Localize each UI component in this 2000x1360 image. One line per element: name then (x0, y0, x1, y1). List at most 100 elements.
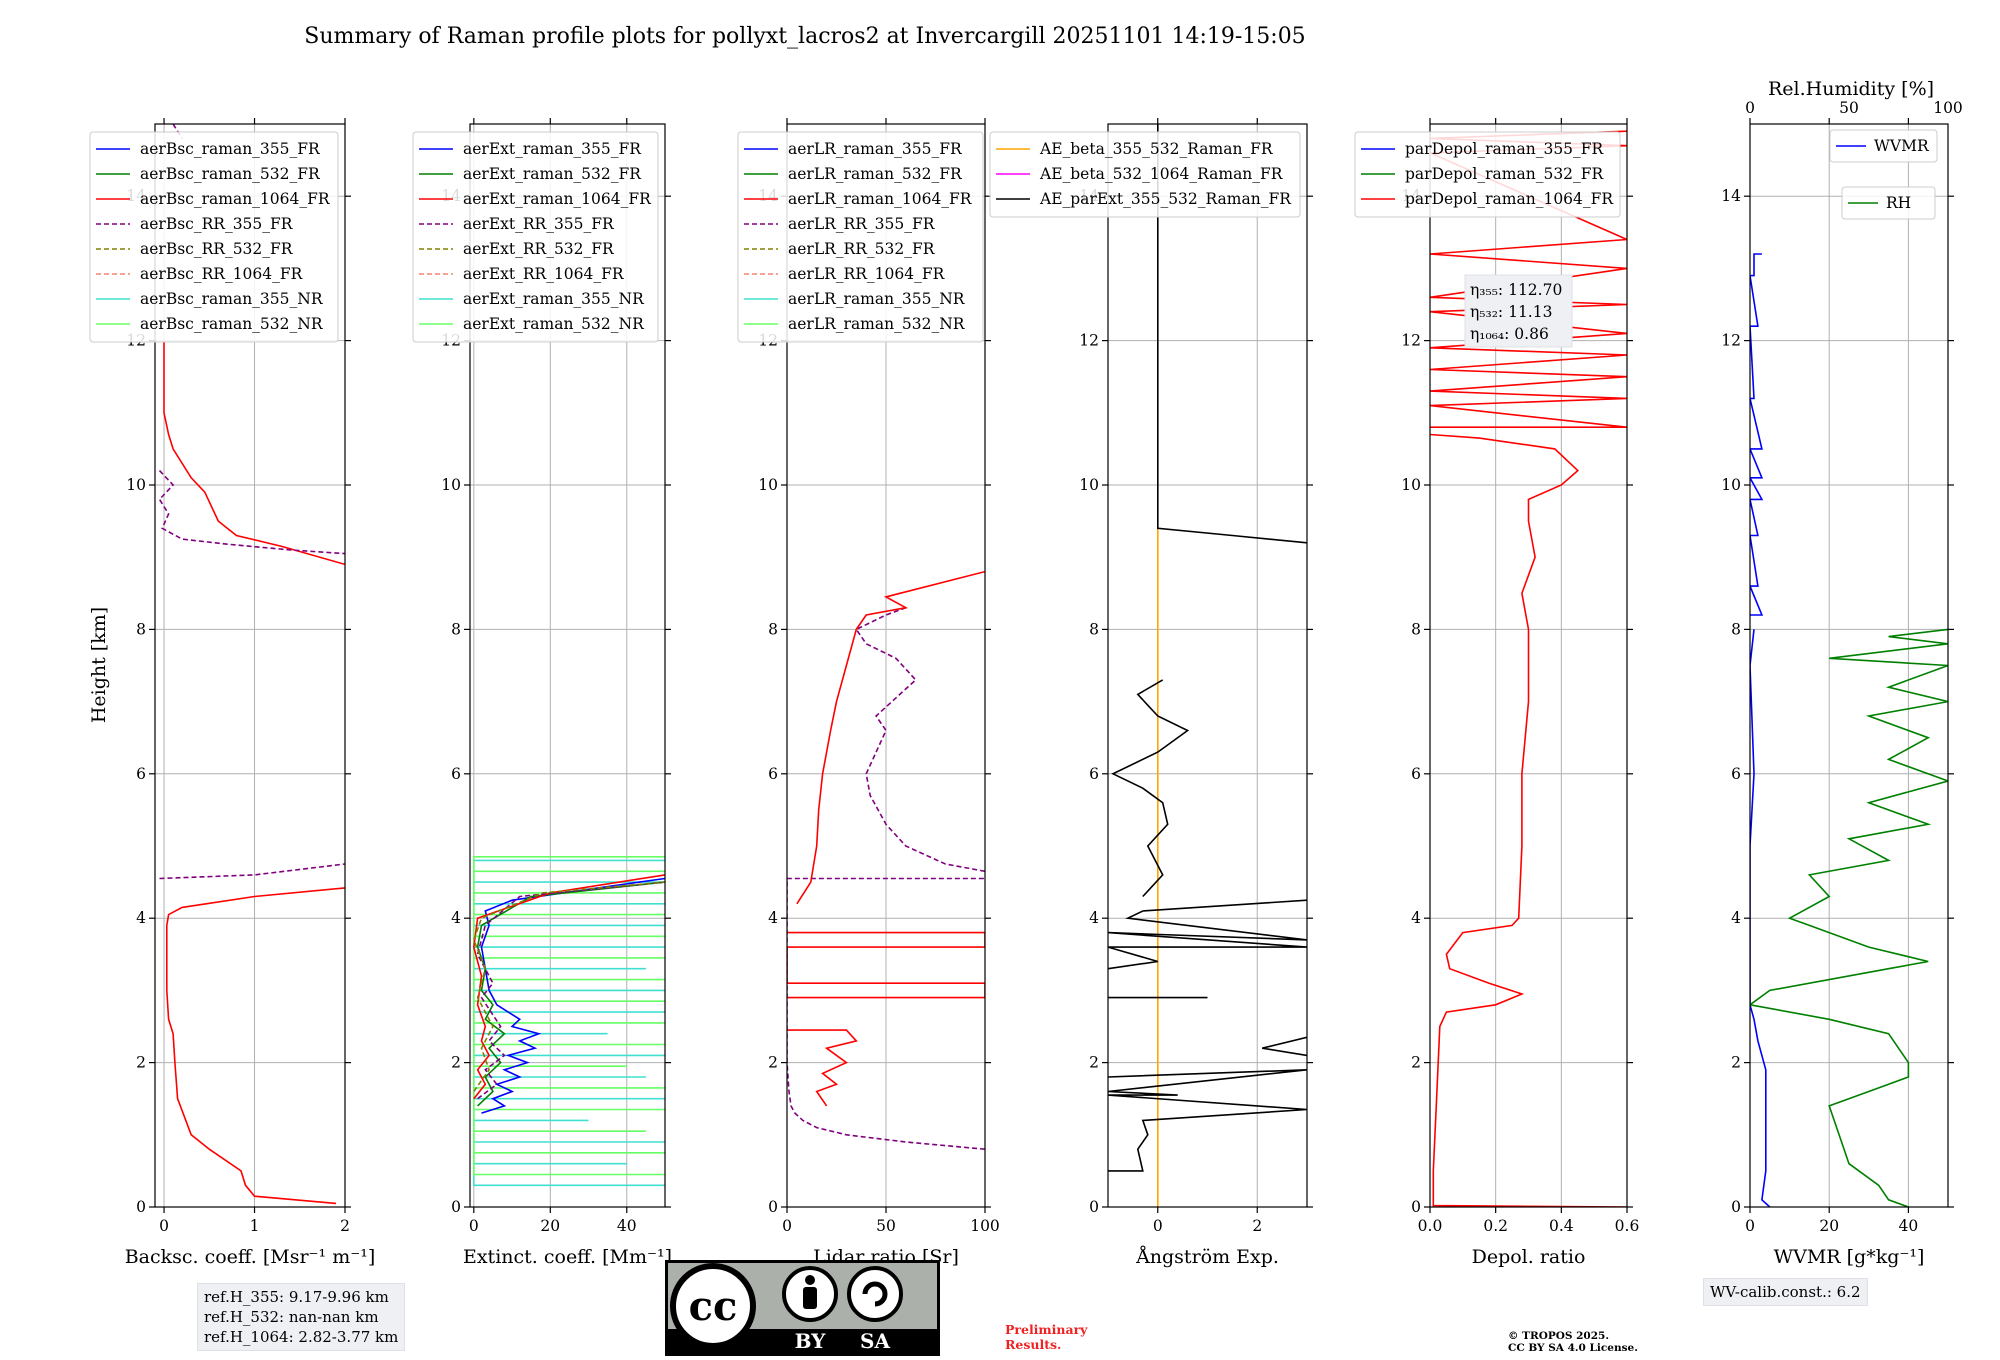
wv-calibration-box: WV-calib.const.: 6.2 (1703, 1278, 1868, 1306)
y-tick-label: 4 (1411, 909, 1421, 927)
top-x-tick-label: 100 (1933, 99, 1963, 117)
legend-entry: aerBsc_raman_355_FR (140, 140, 321, 158)
legend-entry: AE_beta_355_532_Raman_FR (1039, 140, 1274, 158)
legend-entry: aerLR_raman_355_NR (788, 290, 966, 308)
legend-entry: RH (1886, 194, 1911, 212)
y-tick-label: 6 (1089, 765, 1099, 783)
legend-lidar-ratio: aerLR_raman_355_FR aerLR_raman_532_FR aerL… (737, 131, 984, 343)
y-tick-label: 8 (451, 620, 461, 638)
legend-entry: aerBsc_RR_355_FR (140, 215, 294, 233)
legend-entry: aerBsc_raman_1064_FR (140, 190, 331, 208)
y-tick-label: 4 (1731, 909, 1741, 927)
series-group-extinction (472, 855, 665, 1187)
legend-box (737, 131, 984, 343)
legend-entry: parDepol_raman_355_FR (1405, 140, 1605, 158)
y-tick-label: 0 (768, 1198, 778, 1216)
series-aerBsc_raman_1064_FR (166, 887, 345, 1205)
y-tick-label: 6 (1411, 765, 1421, 783)
y-tick-label: 12 (1721, 332, 1741, 350)
y-tick-label: 0 (1089, 1198, 1099, 1216)
legend-entry: aerExt_RR_532_FR (463, 240, 615, 258)
series-AE_parExt_355_532_Raman_FR (1108, 1069, 1307, 1172)
y-tick-label: 10 (1401, 476, 1421, 494)
x-tick-label: 0.0 (1418, 1217, 1443, 1235)
y-tick-label: 8 (1411, 620, 1421, 638)
y-tick-label: 2 (1411, 1054, 1421, 1072)
x-tick-label: 2 (1252, 1217, 1262, 1235)
ref-height-355: ref.H_355: 9.17-9.96 km (204, 1288, 389, 1306)
x-tick-label: 0 (159, 1217, 169, 1235)
series-parDepol_raman_1064_FR (1430, 433, 1627, 1207)
legend-entry: aerLR_raman_532_NR (788, 315, 966, 333)
series-AE_parExt_355_532_Raman_FR (1111, 679, 1190, 898)
x-axis-label: WVMR [g*kg⁻¹] (1774, 1246, 1925, 1268)
x-tick-label: 0 (469, 1217, 479, 1235)
y-tick-label: 0 (136, 1198, 146, 1216)
y-tick-label: 4 (451, 909, 461, 927)
y-tick-label: 4 (136, 909, 146, 927)
legend-box (412, 131, 659, 343)
legend-extinction: aerExt_raman_355_FR aerExt_raman_532_FRae… (412, 131, 659, 343)
y-tick-label: 6 (768, 765, 778, 783)
y-tick-label: 6 (1731, 765, 1741, 783)
y-tick-label: 8 (768, 620, 778, 638)
panel-lidar-ratio: 02468101214050100Lidar ratio [Sr]aerLR_r… (737, 118, 1000, 1268)
y-tick-label: 12 (1401, 332, 1421, 350)
y-tick-label: 10 (1721, 476, 1741, 494)
eta-annotation: η₃₅₅: 112.70 η₅₃₂: 11.13 η₁₀₆₄: 0.86 (1464, 274, 1573, 348)
legend-entry: aerExt_RR_355_FR (463, 215, 615, 233)
top-x-tick-label: 0 (1745, 99, 1755, 117)
legend-entry: aerLR_raman_1064_FR (788, 190, 973, 208)
legend-entry: aerBsc_raman_532_FR (140, 165, 321, 183)
series-AE_parExt_355_532_Raman_FR (1262, 1036, 1307, 1057)
legend-entry: aerLR_RR_355_FR (788, 215, 936, 233)
axes-frame (154, 123, 346, 1208)
y-axis-label: Height [km] (88, 607, 110, 723)
x-tick-label: 50 (876, 1217, 896, 1235)
y-tick-label: 4 (768, 909, 778, 927)
ref-height-532: ref.H_532: nan-nan km (204, 1308, 379, 1326)
y-tick-label: 4 (1089, 909, 1099, 927)
legend-entry: aerBsc_RR_1064_FR (140, 265, 304, 283)
attribution-icon-head (805, 1275, 815, 1285)
x-tick-label: 0.2 (1483, 1217, 1508, 1235)
x-tick-label: 0 (1153, 1217, 1163, 1235)
series-aerBsc_RR_355_FR (159, 863, 345, 880)
legend-entry: parDepol_raman_532_FR (1405, 165, 1605, 183)
series-group-lidar-ratio (787, 570, 985, 1150)
legend-box (1829, 129, 1938, 163)
panel-angstrom: 0246810121402Ångström Exp.AE_beta_355_53… (989, 118, 1313, 1268)
legend-entry: aerLR_raman_532_FR (788, 165, 963, 183)
legend-entry: aerLR_raman_355_FR (788, 140, 963, 158)
panels: 02468101214012Backsc. coeff. [Msr⁻¹ m⁻¹]… (89, 78, 1963, 1268)
series-aerLR_RR_355_FR (855, 606, 985, 873)
y-tick-label: 10 (758, 476, 778, 494)
series-RH (1750, 628, 1948, 1207)
legend-entry: parDepol_raman_1064_FR (1405, 190, 1614, 208)
series-aerExt_RR_355_FR (476, 881, 665, 1100)
copyright-line-1: © TROPOS 2025. (1508, 1330, 1610, 1342)
annotation-box (1464, 274, 1573, 348)
x-tick-label: 0 (1745, 1217, 1755, 1235)
x-axis-label: Extinct. coeff. [Mm⁻¹] (463, 1246, 672, 1268)
series-AE_parExt_355_532_Raman_FR (1108, 899, 1307, 970)
annotation-line: η₃₅₅: 112.70 (1470, 281, 1562, 299)
legend-box (989, 131, 1301, 218)
series-aerBsc_raman_1064_FR (163, 340, 345, 566)
preliminary-line-1: Preliminary (1005, 1322, 1088, 1337)
panel-extinction: 0246810121402040Extinct. coeff. [Mm⁻¹]ae… (412, 118, 672, 1268)
legend-entry: AE_parExt_355_532_Raman_FR (1039, 190, 1292, 208)
series-aerBsc_RR_355_FR (172, 124, 183, 139)
top-x-axis-label: Rel.Humidity [%] (1768, 78, 1934, 100)
figure-title: Summary of Raman profile plots for polly… (304, 24, 1305, 49)
series-group-wvmr (1750, 253, 1948, 1207)
axes-frame (1429, 123, 1628, 1208)
cc-by-sa-license-badge: cc BY SA (665, 1260, 940, 1356)
series-aerLR_raman_1064_FR (787, 1029, 858, 1107)
x-tick-label: 1 (250, 1217, 260, 1235)
x-tick-label: 0 (782, 1217, 792, 1235)
cc-icon (670, 1263, 756, 1349)
legend-angstrom: AE_beta_355_532_Raman_FR AE_beta_532_1064… (989, 131, 1301, 218)
